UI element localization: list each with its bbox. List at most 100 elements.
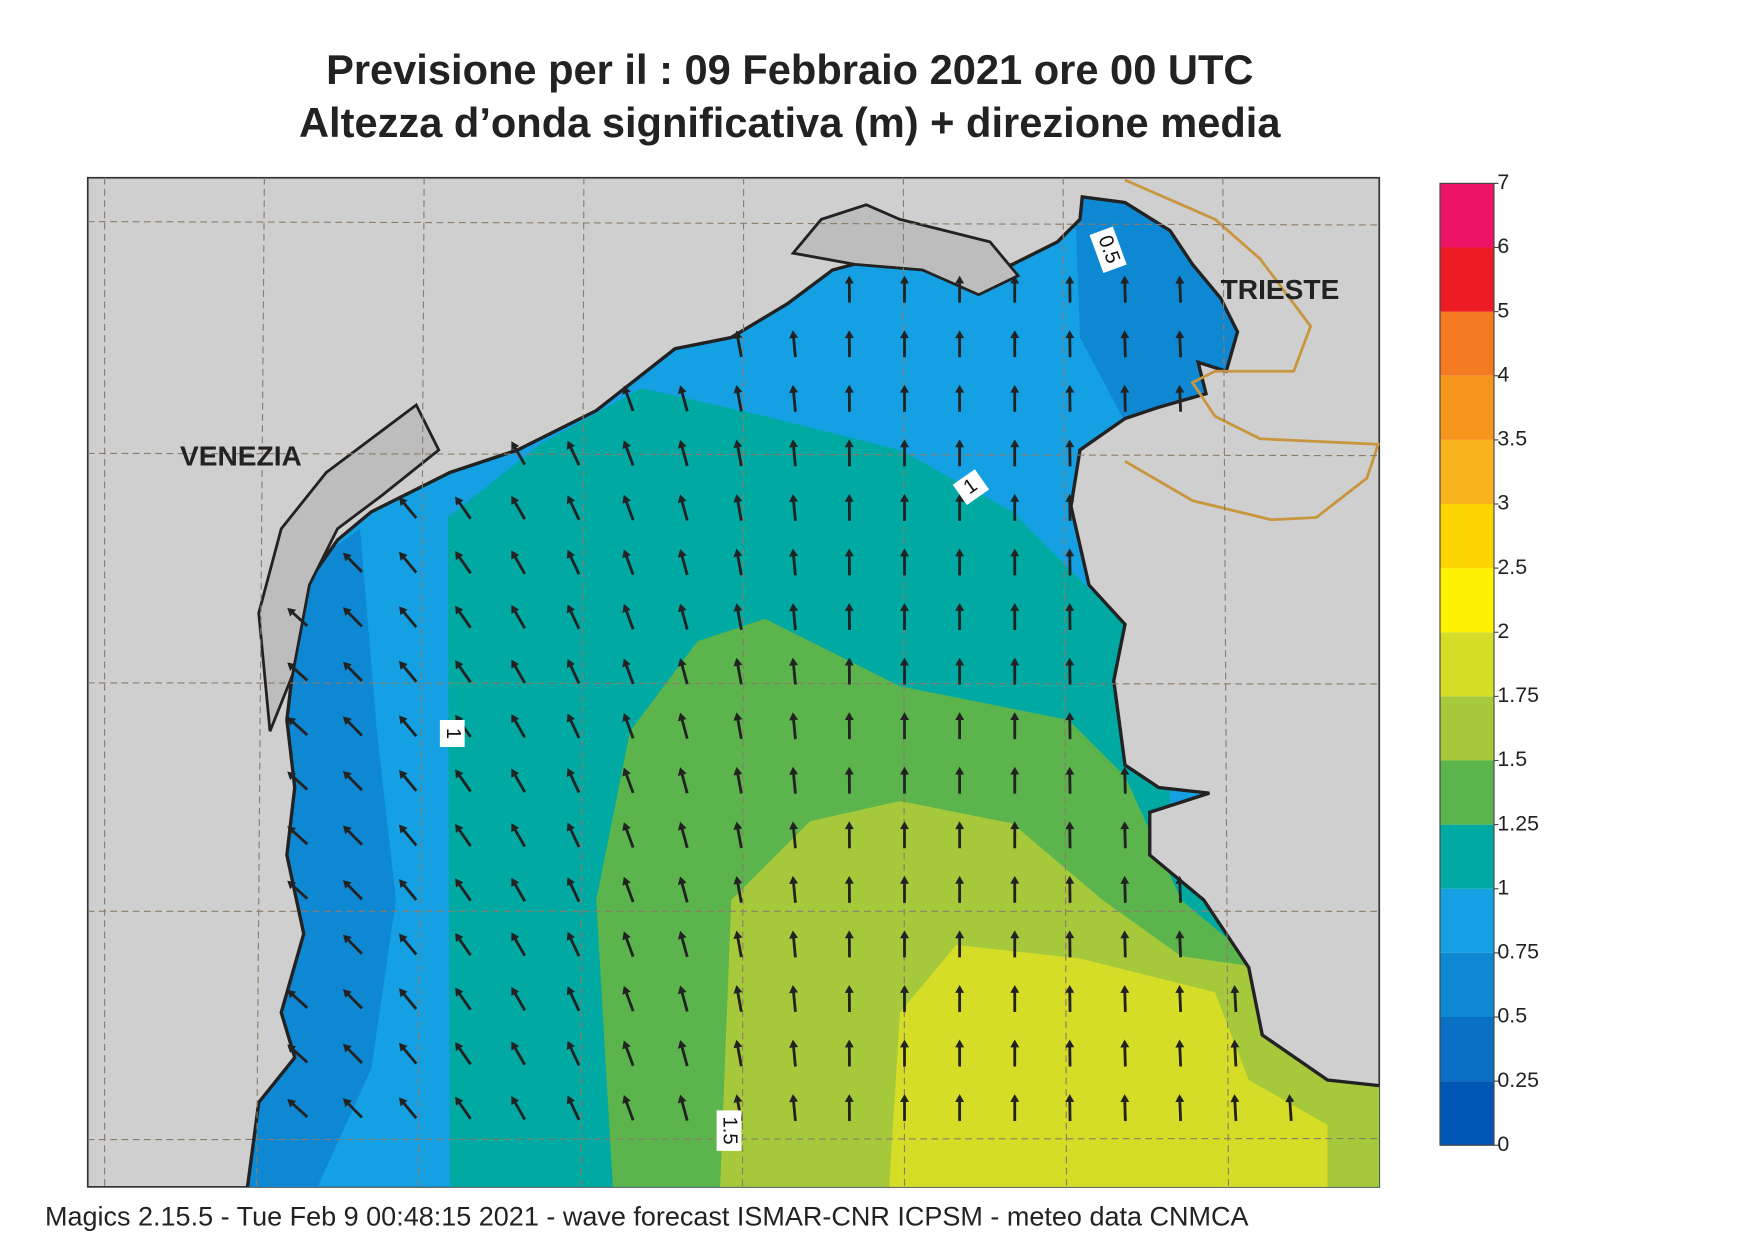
- arrow-head: [1010, 330, 1020, 339]
- arrow: [677, 548, 689, 576]
- arrow-head: [733, 876, 743, 885]
- arrow: [399, 824, 418, 847]
- arrow: [1120, 984, 1130, 1012]
- arrow: [622, 876, 635, 903]
- arrow-head: [1065, 1039, 1075, 1048]
- arrow: [1010, 984, 1020, 1012]
- arrow: [844, 603, 854, 631]
- arrow-head: [622, 985, 631, 995]
- arrow-head: [1175, 875, 1185, 884]
- arrow: [677, 1094, 689, 1121]
- arrow: [844, 384, 854, 412]
- arrow-head: [1065, 821, 1075, 830]
- colorbar-label: 1: [1497, 875, 1509, 899]
- colorbar-swatch: [1440, 568, 1494, 633]
- arrow-head: [1065, 766, 1075, 775]
- footer: Magics 2.15.5 - Tue Feb 9 00:48:15 2021 …: [45, 1202, 1249, 1232]
- arrow-head: [844, 384, 854, 393]
- arrow-head: [1010, 548, 1020, 557]
- arrow: [789, 603, 799, 631]
- arrow: [566, 658, 581, 684]
- arrow-head: [622, 822, 631, 832]
- arrow: [566, 768, 581, 794]
- arrow-head: [622, 713, 631, 722]
- arrow-head: [455, 551, 464, 561]
- contour-label: 1.5: [716, 1110, 742, 1151]
- arrow-head: [1065, 930, 1075, 939]
- arrow-head: [733, 1039, 743, 1049]
- arrow-head: [1065, 275, 1075, 284]
- arrow-head: [677, 876, 687, 886]
- arrow: [1065, 657, 1075, 685]
- arrow-head: [733, 494, 743, 503]
- arrow-head: [342, 770, 352, 780]
- arrow: [566, 1095, 581, 1121]
- arrow-head: [287, 607, 297, 617]
- arrow-head: [733, 930, 743, 940]
- arrow-head: [566, 440, 575, 450]
- arrow-head: [677, 439, 687, 449]
- arrow-head: [955, 330, 965, 339]
- arrow: [622, 549, 635, 576]
- arrow-head: [287, 1098, 297, 1108]
- arrow: [622, 603, 635, 630]
- arrow: [566, 604, 581, 630]
- arrow: [1065, 984, 1075, 1012]
- arrow-head: [622, 931, 631, 941]
- arrow-head: [511, 495, 520, 505]
- arrow-head: [455, 823, 464, 833]
- arrow-head: [733, 766, 743, 776]
- arrow: [733, 1039, 743, 1067]
- arrow-head: [1175, 1039, 1185, 1048]
- arrow: [844, 984, 854, 1012]
- arrow-head: [789, 930, 799, 939]
- arrow: [1010, 1039, 1020, 1067]
- arrow: [844, 875, 854, 903]
- arrow: [342, 989, 363, 1010]
- arrow: [511, 932, 527, 957]
- arrow-head: [399, 824, 408, 834]
- arrow-head: [287, 716, 297, 726]
- arrow-head: [1010, 493, 1020, 502]
- arrow-head: [511, 823, 520, 833]
- colorbar-frame: [1439, 182, 1495, 1146]
- arrow-head: [1175, 275, 1185, 284]
- arrow-head: [287, 989, 297, 999]
- arrow-head: [844, 439, 854, 448]
- arrow-head: [900, 275, 909, 284]
- arrow-head: [622, 549, 631, 559]
- arrow-head: [622, 876, 631, 886]
- arrow: [399, 933, 418, 956]
- arrow-head: [1175, 384, 1185, 393]
- arrow-head: [900, 384, 909, 393]
- colorbar-swatch: [1440, 760, 1494, 825]
- arrow-head: [789, 985, 799, 994]
- arrow: [677, 985, 689, 1012]
- arrow-head: [733, 384, 743, 394]
- arrow: [566, 986, 581, 1012]
- arrow: [844, 493, 854, 521]
- arrow: [287, 607, 309, 627]
- arrow-head: [455, 660, 464, 670]
- arrow-head: [955, 603, 965, 611]
- arrow: [900, 493, 909, 521]
- arrow: [955, 1039, 965, 1067]
- arrow: [844, 712, 854, 740]
- arrow: [1065, 930, 1075, 958]
- arrow: [1010, 657, 1020, 685]
- arrow: [789, 712, 799, 740]
- arrow: [455, 496, 472, 520]
- arrow: [1120, 1094, 1130, 1122]
- arrow: [900, 1094, 909, 1122]
- arrow-head: [399, 551, 408, 561]
- arrow: [622, 713, 635, 739]
- colorbar: 0 0.25 0.5 0.75 1 1.25 1.5 1.75 2 2.5 3 3.5 4 5 6 7: [1439, 170, 1539, 1156]
- colorbar-swatch: [1440, 504, 1494, 569]
- arrow: [677, 494, 689, 521]
- arrow-head: [511, 659, 520, 669]
- arrow-head: [789, 603, 799, 612]
- colorbar-label: 1.25: [1497, 811, 1539, 835]
- arrow-head: [844, 657, 854, 666]
- arrow-head: [1175, 1094, 1185, 1103]
